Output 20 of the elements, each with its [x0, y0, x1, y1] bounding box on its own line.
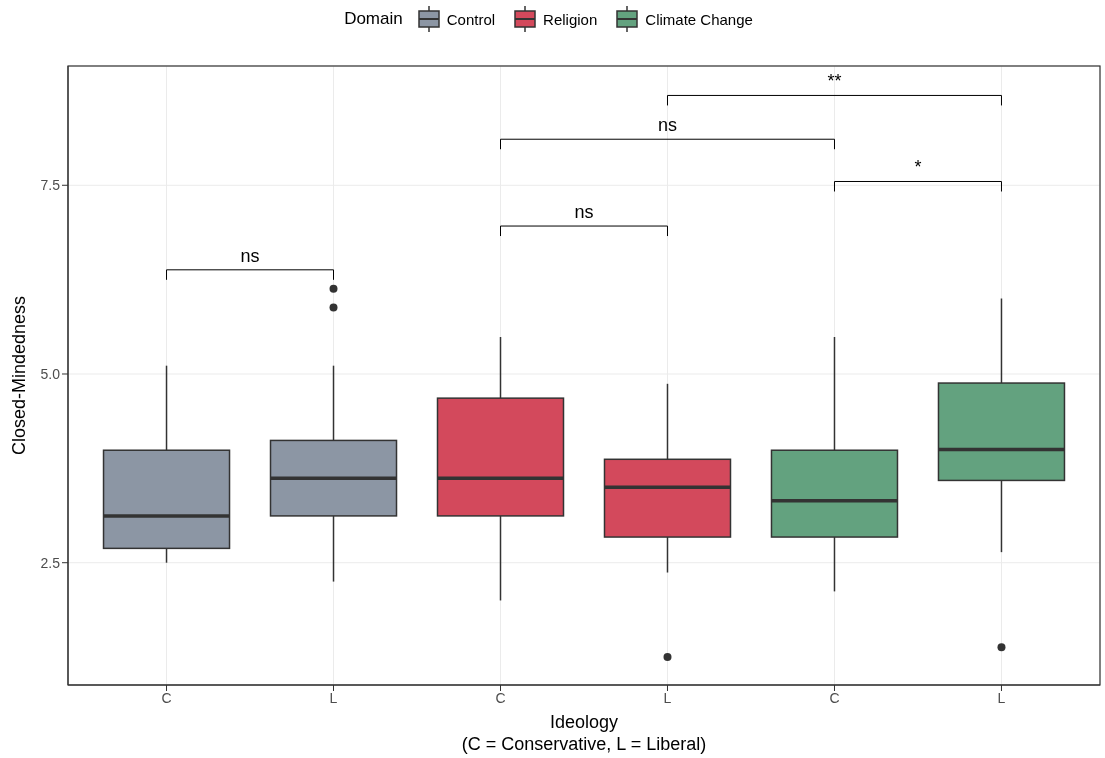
- x-tick-label: L: [997, 689, 1006, 706]
- x-tick-label: C: [495, 689, 506, 706]
- annotation: ns: [240, 245, 260, 266]
- annotation: *: [914, 157, 922, 178]
- legend-label: Religion: [543, 10, 598, 28]
- x-axis-title: Ideology (C = Conservative, L = Liberal): [461, 712, 707, 754]
- legend-label: Climate Change: [645, 10, 753, 28]
- legend-label: Control: [446, 10, 496, 28]
- annotation: ns: [574, 202, 594, 223]
- y-tick-label: 5.0: [40, 365, 61, 382]
- y-tick-label: 7.5: [40, 177, 61, 194]
- legend-title: Domain: [344, 9, 403, 29]
- annotation: **: [827, 71, 842, 92]
- annotation: ns: [657, 115, 677, 136]
- y-tick-label: 2.5: [40, 554, 61, 571]
- x-tick-label: L: [663, 689, 672, 706]
- x-tick-label: C: [161, 689, 172, 706]
- x-tick-label: C: [829, 689, 840, 706]
- y-axis-title: Closed-Mindedness: [9, 295, 29, 456]
- x-tick-label: L: [329, 689, 338, 706]
